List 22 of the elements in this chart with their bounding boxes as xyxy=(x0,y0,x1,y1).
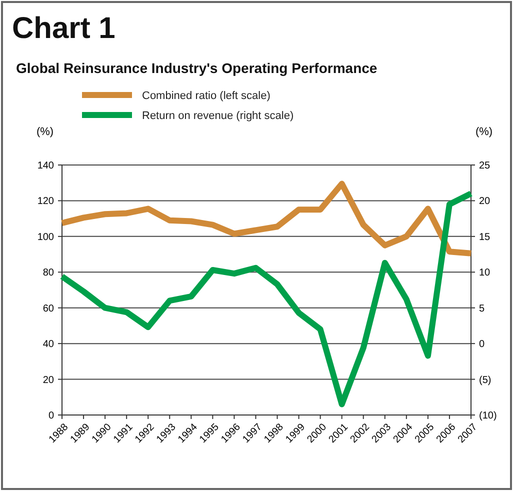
y-tick-label: 40 xyxy=(42,339,54,350)
legend-label: Return on revenue (right scale) xyxy=(142,110,294,122)
y-tick-label: 120 xyxy=(37,196,54,208)
y2-tick-label: 25 xyxy=(479,160,491,172)
legend-label: Combined ratio (left scale) xyxy=(142,90,270,102)
y2-tick-label: 0 xyxy=(479,339,485,350)
y-tick-label: 80 xyxy=(42,268,54,279)
y2-tick-label: 10 xyxy=(479,268,491,279)
y2-tick-label: (5) xyxy=(479,374,492,386)
y-tick-label: 60 xyxy=(42,303,54,314)
y2-tick-label: 5 xyxy=(479,303,485,314)
chart-subtitle: Global Reinsurance Industry's Operating Performance xyxy=(16,60,378,76)
y2-tick-label: 15 xyxy=(479,232,491,243)
chart-title: Chart 1 xyxy=(12,12,116,45)
y2-tick-label: (10) xyxy=(479,410,497,422)
y2-tick-label: 20 xyxy=(479,196,491,208)
y-axis-title: (%) xyxy=(36,126,54,138)
y-tick-label: 100 xyxy=(37,232,54,243)
y-tick-label: 20 xyxy=(42,374,54,386)
y2-axis-title: (%) xyxy=(475,126,493,138)
y-tick-label: 0 xyxy=(48,410,54,422)
y-tick-label: 140 xyxy=(37,160,54,172)
